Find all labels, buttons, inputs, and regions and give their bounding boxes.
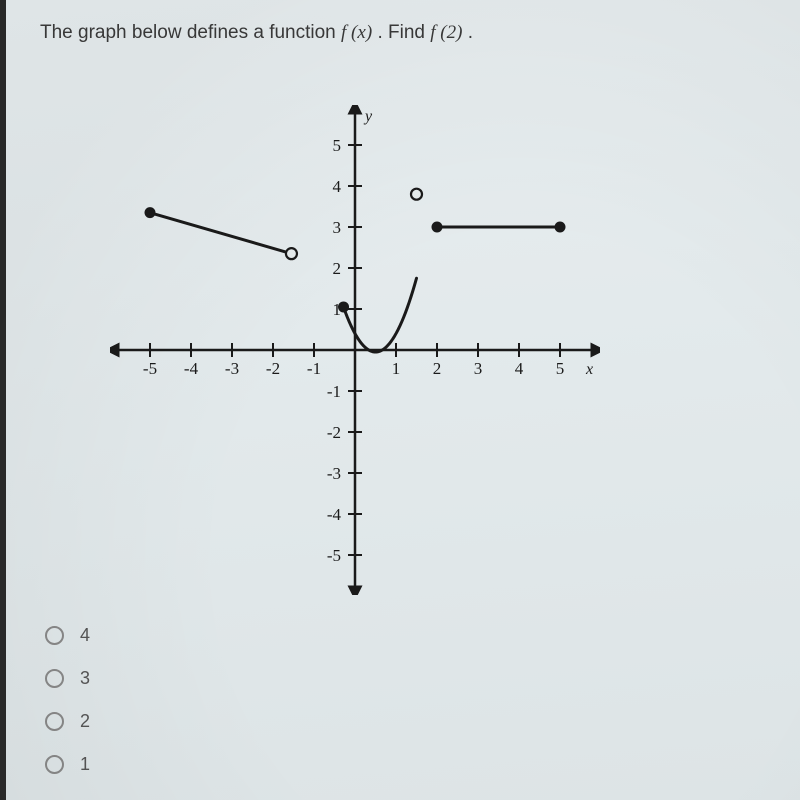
question-prompt: The graph below defines a function f (x)… [40, 22, 473, 44]
svg-text:-4: -4 [184, 359, 199, 378]
svg-text:3: 3 [474, 359, 483, 378]
question-eval: f (2) [430, 22, 462, 43]
svg-text:-2: -2 [266, 359, 280, 378]
svg-text:2: 2 [433, 359, 442, 378]
answer-options: 4 3 2 1 [45, 625, 90, 797]
question-prefix: The graph below defines a function [40, 22, 341, 43]
svg-text:-5: -5 [143, 359, 157, 378]
answer-option[interactable]: 3 [45, 668, 90, 689]
svg-text:1: 1 [392, 359, 401, 378]
radio-icon [45, 712, 64, 731]
radio-icon [45, 755, 64, 774]
radio-icon [45, 626, 64, 645]
svg-text:2: 2 [333, 259, 342, 278]
answer-option[interactable]: 1 [45, 754, 90, 775]
option-label: 3 [80, 668, 90, 689]
svg-text:4: 4 [333, 177, 342, 196]
svg-text:y: y [363, 108, 373, 125]
question-suffix: . [468, 22, 473, 43]
answer-option[interactable]: 2 [45, 711, 90, 732]
option-label: 4 [80, 625, 90, 646]
option-label: 1 [80, 754, 90, 775]
svg-text:-2: -2 [327, 423, 341, 442]
question-func: f (x) [341, 22, 372, 43]
answer-option[interactable]: 4 [45, 625, 90, 646]
svg-text:-5: -5 [327, 546, 341, 565]
svg-text:-1: -1 [327, 382, 341, 401]
svg-text:3: 3 [333, 218, 342, 237]
svg-text:-4: -4 [327, 505, 342, 524]
svg-text:-3: -3 [225, 359, 239, 378]
svg-text:5: 5 [556, 359, 565, 378]
svg-text:-3: -3 [327, 464, 341, 483]
graph: -5-4-3-2-11234512345-5-4-3-2-1xy [110, 105, 600, 595]
radio-icon [45, 669, 64, 688]
svg-text:4: 4 [515, 359, 524, 378]
question-middle: . Find [377, 22, 430, 43]
svg-text:-1: -1 [307, 359, 321, 378]
svg-text:5: 5 [333, 136, 342, 155]
svg-text:x: x [585, 361, 593, 378]
page-left-border [0, 0, 6, 800]
option-label: 2 [80, 711, 90, 732]
